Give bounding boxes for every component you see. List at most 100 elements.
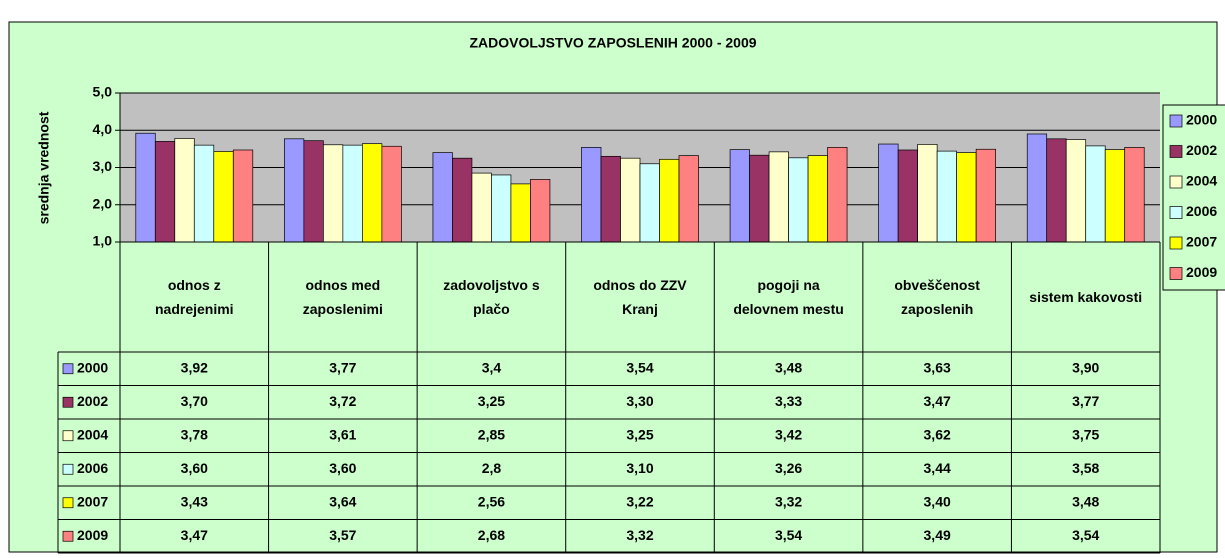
bar — [303, 140, 324, 243]
legend-label: 2007 — [1186, 234, 1217, 250]
table-value: 3,70 — [181, 393, 208, 409]
bar — [174, 138, 195, 243]
table-value: 3,42 — [775, 426, 802, 442]
table-value: 3,49 — [924, 527, 951, 543]
legend-label: 2009 — [1186, 264, 1217, 280]
x-tick-label: odnos do ZZV Kranj — [593, 277, 687, 317]
bar — [678, 155, 699, 243]
bar — [788, 157, 809, 243]
table-value: 2,56 — [478, 493, 505, 509]
table-value: 3,40 — [924, 493, 951, 509]
legend-swatch — [62, 497, 74, 509]
legend-label: 2004 — [1186, 173, 1217, 189]
x-tick-label: pogoji na delovnem mestu — [733, 277, 844, 317]
bar — [381, 145, 402, 243]
bar — [154, 141, 176, 243]
bar — [510, 183, 531, 243]
table-value: 3,75 — [1072, 426, 1099, 442]
bar — [342, 144, 363, 243]
x-tick-label: odnos z nadrejenimi — [154, 277, 234, 317]
table-value: 3,78 — [181, 426, 208, 442]
table-value: 3,22 — [626, 493, 653, 509]
series-label: 2000 — [77, 359, 108, 375]
x-tick-label: zadovoljstvo s plačo — [443, 277, 540, 317]
bar — [135, 132, 156, 243]
table-value: 3,47 — [924, 393, 951, 409]
legend-swatch — [62, 363, 74, 375]
table-value: 3,77 — [1072, 393, 1099, 409]
bar — [807, 155, 828, 243]
table-value: 3,25 — [626, 426, 653, 442]
table-value: 3,54 — [626, 359, 653, 375]
table-value: 3,10 — [626, 460, 653, 476]
category-cell: zadovoljstvo s plačo — [443, 277, 540, 317]
table-value: 3,61 — [329, 426, 356, 442]
bar — [193, 144, 215, 243]
bar — [284, 138, 305, 243]
series-label: 2006 — [77, 460, 108, 476]
bar — [432, 152, 453, 243]
table-value: 3,92 — [181, 359, 208, 375]
table-value: 3,25 — [478, 393, 505, 409]
table-value: 3,60 — [329, 460, 356, 476]
legend-swatch — [62, 463, 74, 475]
table-value: 3,33 — [775, 393, 802, 409]
bar — [659, 158, 680, 243]
y-tick-label: 2,0 — [93, 195, 113, 211]
category-cell: odnos z nadrejenimi — [154, 277, 234, 317]
bar — [1065, 139, 1087, 243]
bar — [581, 147, 602, 243]
legend-label: 2006 — [1186, 203, 1217, 219]
table-value: 2,85 — [478, 426, 505, 442]
legend-swatch — [1169, 114, 1183, 128]
bar — [362, 143, 383, 243]
bar — [600, 155, 621, 243]
legend-label: 2000 — [1186, 112, 1217, 128]
bar — [639, 163, 660, 243]
table-value: 3,48 — [1072, 493, 1099, 509]
bar — [530, 179, 551, 243]
legend-swatch — [62, 396, 74, 408]
bar — [1124, 147, 1145, 243]
bar — [452, 157, 473, 243]
table-value: 3,48 — [775, 359, 802, 375]
legend-swatch — [1169, 175, 1183, 189]
table-value: 3,72 — [329, 393, 356, 409]
x-tick-label: odnos med zaposlenimi — [302, 277, 383, 317]
table-value: 3,47 — [181, 527, 208, 543]
y-tick-label: 3,0 — [93, 158, 113, 174]
series-label: 2009 — [77, 527, 108, 543]
table-value: 3,4 — [482, 359, 502, 375]
bar — [1085, 145, 1106, 243]
table-value: 3,60 — [181, 460, 208, 476]
table-value: 2,68 — [478, 527, 505, 543]
legend-swatch — [62, 430, 74, 442]
table-value: 3,30 — [626, 393, 653, 409]
bar — [956, 152, 977, 243]
series-label: 2007 — [77, 493, 108, 509]
legend-swatch — [1169, 267, 1183, 280]
table-value: 2,8 — [482, 460, 502, 476]
y-tick-label: 4,0 — [93, 121, 113, 137]
table-value: 3,54 — [775, 527, 802, 543]
bar — [936, 150, 957, 243]
table-value: 3,57 — [329, 527, 356, 543]
table-value: 3,58 — [1072, 460, 1099, 476]
legend — [1162, 104, 1225, 291]
y-axis-label: srednja vrednost — [36, 111, 52, 224]
category-cell: pogoji na delovnem mestu — [733, 277, 844, 317]
legend-swatch — [62, 530, 74, 542]
legend-swatch — [1169, 145, 1183, 158]
category-cell: odnos do ZZV Kranj — [593, 277, 687, 317]
category-cell: obveščenost zaposlenih — [894, 277, 980, 317]
bar — [729, 149, 750, 243]
chart-title: ZADOVOLJSTVO ZAPOSLENIH 2000 - 2009 — [469, 35, 756, 51]
table-value: 3,62 — [924, 426, 951, 442]
bar — [213, 151, 234, 243]
bar — [1046, 138, 1067, 243]
category-cell: sistem kakovosti — [1029, 289, 1142, 305]
bar — [1026, 133, 1048, 243]
bar — [749, 154, 770, 243]
bar — [768, 151, 789, 243]
y-tick-label: 1,0 — [93, 233, 113, 249]
